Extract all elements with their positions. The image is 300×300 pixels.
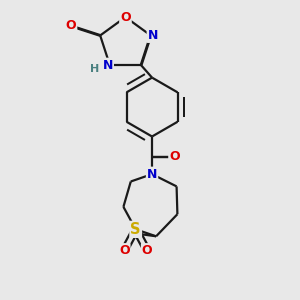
- Text: O: O: [142, 244, 152, 257]
- Text: N: N: [103, 59, 113, 72]
- Text: O: O: [169, 151, 180, 164]
- Text: H: H: [90, 64, 99, 74]
- Text: N: N: [147, 168, 157, 181]
- Text: O: O: [66, 20, 76, 32]
- Text: N: N: [148, 29, 158, 42]
- Text: O: O: [120, 11, 131, 24]
- Text: S: S: [130, 222, 141, 237]
- Text: O: O: [119, 244, 130, 257]
